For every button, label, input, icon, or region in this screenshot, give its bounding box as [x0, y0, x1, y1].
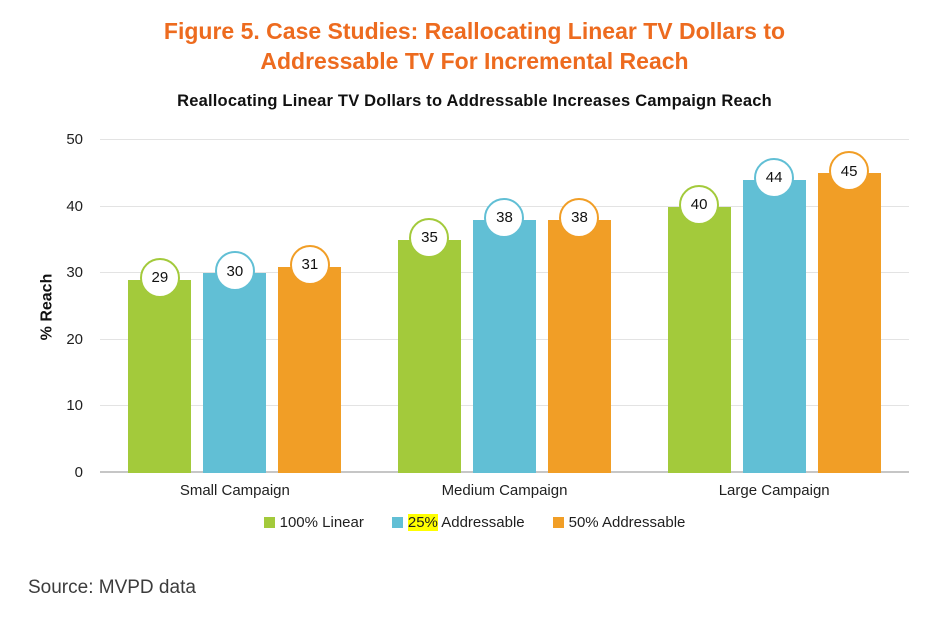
data-label: 38 — [484, 197, 525, 238]
bar: 35 — [397, 217, 461, 473]
chart-title: Reallocating Linear TV Dollars to Addres… — [177, 92, 772, 110]
data-label: 45 — [829, 151, 870, 192]
legend-label: 50% Addressable — [568, 514, 686, 531]
data-label: 38 — [559, 197, 600, 238]
bar-group: 29 30 31 — [128, 244, 342, 473]
bar: 45 — [817, 151, 881, 473]
data-label: 30 — [214, 251, 255, 292]
y-tick-label: 30 — [66, 264, 83, 282]
y-axis-title: % Reach — [36, 140, 58, 473]
legend-item: 100% Linear — [263, 514, 364, 531]
source-note: Source: MVPD data — [28, 577, 196, 598]
figure-title-line2: Addressable TV For Incremental Reach — [260, 48, 689, 74]
bar: 31 — [278, 244, 342, 473]
bar: 29 — [128, 257, 192, 473]
figure-title: Figure 5. Case Studies: Reallocating Lin… — [0, 0, 949, 76]
data-label: 29 — [139, 257, 180, 298]
bar: 38 — [547, 197, 611, 473]
legend-label: 100% Linear — [279, 514, 364, 531]
plot-area: 0 10 20 30 40 50 29 30 31 35 38 38 40 44 45 — [66, 131, 909, 481]
gridline — [100, 139, 909, 140]
bar: 38 — [472, 197, 536, 473]
x-category-label: Medium Campaign — [441, 482, 568, 499]
legend-swatch — [263, 517, 275, 528]
legend-item: 25% Addressable — [391, 514, 525, 531]
data-label: 44 — [754, 157, 795, 198]
bar-chart: % Reach 0 10 20 30 40 50 29 30 31 35 38 38 40 44 45 Sm… — [0, 131, 949, 531]
legend-item: 50% Addressable — [552, 514, 686, 531]
legend-swatch — [391, 517, 403, 528]
bar: 44 — [742, 157, 806, 473]
x-category-label: Small Campaign — [179, 482, 290, 499]
bar: 40 — [667, 184, 731, 473]
x-category-label: Large Campaign — [718, 482, 830, 499]
bar-group: 35 38 38 — [397, 197, 611, 473]
y-tick-label: 50 — [66, 131, 83, 148]
data-label: 31 — [289, 244, 330, 285]
data-label: 40 — [679, 184, 720, 225]
x-axis-labels: Small Campaign Medium Campaign Large Campa… — [100, 482, 909, 499]
data-label: 35 — [409, 217, 450, 258]
bar: 30 — [203, 251, 267, 473]
y-tick-label: 40 — [66, 197, 83, 215]
bar-group: 40 44 45 — [667, 151, 881, 473]
y-tick-label: 0 — [74, 464, 83, 481]
legend-swatch — [552, 517, 564, 528]
legend-label: 25% Addressable — [407, 514, 525, 531]
bar-groups: 29 30 31 35 38 38 40 44 45 — [100, 140, 909, 473]
legend: 100% Linear 25% Addressable 50% Addressabl… — [0, 514, 949, 531]
legend-label-highlight: 25% — [407, 514, 438, 531]
y-tick-label: 10 — [66, 397, 83, 415]
figure-title-line1: Figure 5. Case Studies: Reallocating Lin… — [163, 18, 786, 44]
y-tick-label: 20 — [66, 330, 83, 348]
